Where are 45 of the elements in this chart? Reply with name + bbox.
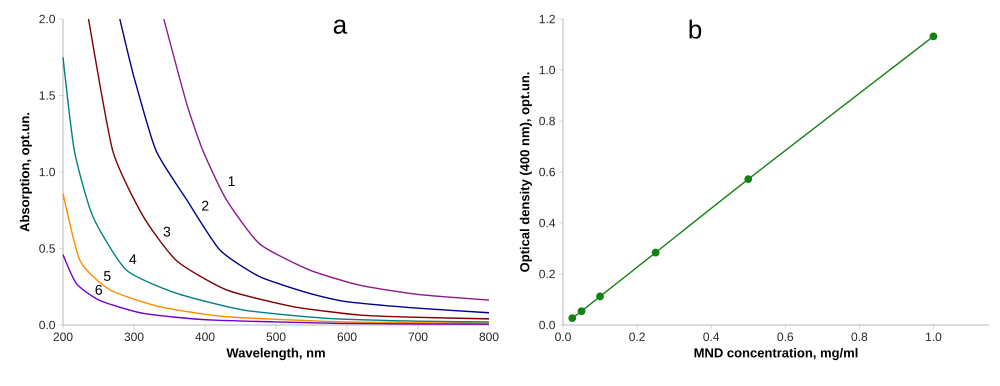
y-tick-label: 0.0 [39, 320, 56, 330]
annotation: 6 [96, 284, 102, 295]
y-tick-label: 1.5 [40, 91, 55, 100]
x-tick-label: 800 [480, 332, 499, 342]
x-axis-title: Wavelength, nm [226, 348, 325, 360]
y-tick-label: 0.5 [39, 244, 55, 253]
x-tick-label: 200 [54, 332, 73, 342]
line-series [62, 56, 490, 323]
y-tick-label: 1.0 [540, 66, 556, 74]
x-tick-label: 400 [195, 332, 215, 342]
y-tick-label: 0.0 [539, 320, 556, 330]
x-tick-label: 300 [124, 332, 144, 342]
point [744, 175, 752, 184]
annotation: 3 [164, 226, 170, 237]
annotation: 1 [228, 176, 235, 186]
annotation: 2 [202, 200, 208, 211]
y-tick-label: 1.2 [540, 14, 555, 24]
point [930, 32, 938, 40]
x-tick-label: 0.2 [629, 332, 645, 342]
x-tick-label: 0.6 [777, 332, 794, 342]
x-tick-label: 600 [338, 332, 357, 342]
x-tick-label: 700 [408, 332, 428, 342]
x-tick-label: 1.0 [926, 332, 942, 342]
x-tick-label: 500 [266, 332, 286, 342]
y-tick-label: 2.0 [39, 14, 56, 24]
line-series [163, 18, 490, 301]
y-tick-label: 0.4 [539, 218, 556, 228]
y-tick-label: 0.2 [539, 270, 555, 278]
x-tick-label: 0.8 [851, 332, 868, 342]
point [568, 314, 576, 322]
point [652, 248, 660, 256]
y-axis-title: Absorption, opt.un. [20, 112, 32, 232]
point [578, 307, 586, 316]
y-tick-label: 0.6 [539, 168, 555, 176]
x-axis-title: MND concentration, mg/ml [694, 348, 858, 360]
chart-title: b [690, 20, 702, 39]
annotation: 4 [129, 254, 136, 264]
annotation: 5 [104, 271, 111, 281]
point [596, 292, 604, 300]
y-tick-label: 1.0 [40, 168, 56, 176]
y-tick-label: 0.8 [539, 116, 555, 126]
x-tick-label: 0.0 [555, 332, 571, 342]
x-tick-label: 0.4 [703, 332, 720, 342]
chart-title: a [334, 20, 348, 34]
y-axis-title: Optical density (400 nm), opt.un. [520, 72, 532, 272]
